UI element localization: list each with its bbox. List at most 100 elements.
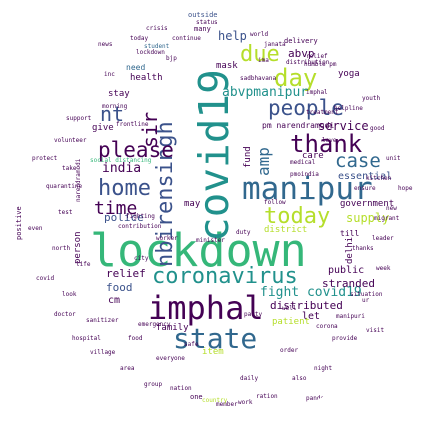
word: government [340, 199, 395, 209]
word: doctor [54, 311, 76, 318]
word: even [28, 225, 43, 232]
word: inc [104, 71, 115, 78]
word: family [156, 323, 189, 333]
word: emergency [138, 321, 171, 328]
word: village [90, 349, 116, 356]
word: police [104, 211, 144, 224]
word: everyone [156, 355, 185, 362]
word: positive [15, 206, 23, 240]
word: sir [138, 111, 162, 148]
word: district [264, 225, 308, 235]
word: india [102, 161, 142, 176]
word: pmoindia [290, 171, 319, 178]
word: fighting [126, 213, 155, 220]
word: narendramodi [75, 158, 82, 202]
word: please [98, 138, 174, 162]
word: humble pm [304, 61, 337, 68]
word: imphal [306, 89, 328, 96]
word: outside [188, 11, 218, 19]
word: social distancing [90, 157, 152, 164]
word: status [196, 19, 218, 26]
word: city [134, 255, 149, 262]
word: unit [386, 155, 401, 162]
word: abvpmanipur [222, 85, 309, 100]
word: distribution [286, 59, 330, 66]
word: group [144, 381, 163, 388]
word: situation [350, 291, 383, 298]
word: health [130, 73, 163, 83]
word: country [202, 397, 228, 404]
word: order [280, 347, 299, 354]
word: janata [264, 41, 286, 48]
word: bjp [166, 55, 177, 62]
word: supply [346, 211, 390, 225]
word: helpline [334, 105, 363, 112]
word: food [106, 281, 133, 294]
word: essential [338, 171, 393, 182]
word: contribution [118, 223, 162, 230]
word: medical [290, 159, 316, 166]
word: frontline [116, 121, 149, 128]
word: relief [106, 267, 146, 280]
word: item [202, 347, 224, 357]
word: worker [156, 235, 178, 242]
word: sadbhavana [240, 75, 277, 82]
word: delivery [284, 37, 318, 45]
word: look [62, 291, 77, 298]
word: area [120, 365, 135, 372]
word: safe [184, 341, 199, 348]
word: manipur [242, 171, 373, 207]
word: good [370, 125, 385, 132]
word: day [274, 64, 318, 92]
word: morning [102, 103, 128, 110]
word: today [264, 204, 331, 229]
word: let [302, 311, 321, 322]
word: protect [32, 155, 58, 162]
word: new [386, 205, 397, 212]
word: world [250, 31, 269, 38]
word: visit [366, 327, 385, 334]
word: love [322, 137, 337, 144]
word: life [76, 261, 91, 268]
word: crisis [146, 25, 168, 32]
word: night [314, 365, 333, 372]
word: continue [172, 35, 201, 42]
word: fight covid19 [260, 285, 362, 300]
word: time [94, 198, 138, 219]
word: ensure [354, 185, 376, 192]
word: coronavirus [152, 264, 298, 289]
word: many [194, 25, 211, 33]
word: thank [290, 130, 363, 158]
word: take [62, 165, 77, 172]
word: public [328, 265, 365, 276]
word: sanitizer [86, 317, 119, 324]
word: help [218, 29, 247, 43]
word: patient [272, 317, 310, 327]
word: thanks [352, 245, 374, 252]
word: hope [398, 185, 413, 192]
word: covid [36, 275, 55, 282]
word: case [335, 150, 381, 172]
word: hand [76, 385, 91, 392]
word: lockdown [136, 49, 165, 56]
word: service [318, 119, 369, 133]
word: well [282, 305, 297, 312]
word: week [376, 265, 391, 272]
word: fund [243, 146, 253, 168]
word: youth [362, 95, 381, 102]
word: minister [196, 237, 225, 244]
word: amp [254, 147, 273, 176]
word: nation [170, 385, 192, 392]
word: lockdown [90, 224, 307, 277]
word: pandemic [306, 395, 335, 402]
word: north [52, 245, 71, 252]
word: state [173, 322, 258, 355]
word: daily [240, 375, 259, 382]
word: member [216, 401, 238, 408]
word: today [130, 35, 149, 42]
word: hospital [72, 335, 101, 342]
word: follow [264, 199, 286, 206]
word: quarantine [46, 183, 83, 190]
word: student [144, 43, 170, 50]
word: mask [216, 61, 238, 71]
